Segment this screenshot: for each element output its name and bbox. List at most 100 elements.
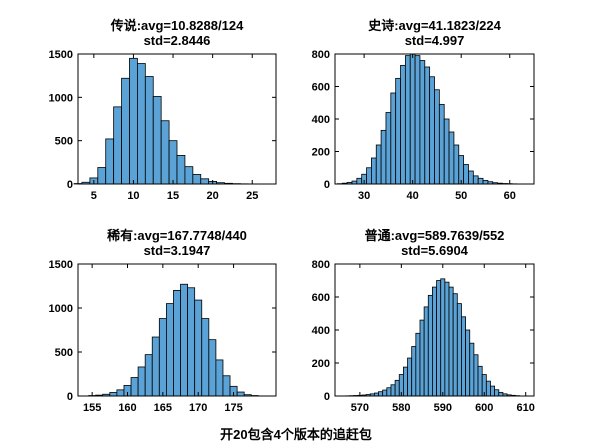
histogram-bar (477, 365, 483, 397)
y-tick-label: 1500 (49, 259, 73, 271)
histogram-common: 普通:avg=589.7639/552 std=5.6904 570 580 590… (312, 228, 535, 414)
histogram-bar (409, 53, 416, 185)
histogram-bar (144, 354, 153, 397)
x-tick-label: 570 (351, 402, 369, 414)
histogram-bar (168, 140, 178, 185)
panel-subtitle: std=3.1947 (144, 243, 211, 258)
y-tick-label: 600 (312, 292, 330, 304)
histogram-bar (452, 293, 458, 397)
histogram-bar (438, 103, 445, 185)
histogram-bar (151, 336, 160, 397)
histogram-bar (375, 144, 382, 185)
histogram-bar (453, 144, 460, 185)
histogram-bar (236, 391, 245, 397)
y-tick-label: 0 (67, 179, 73, 191)
histogram-bar (109, 392, 118, 397)
histogram-bar (498, 391, 504, 397)
y-axis: 0 500 1000 1500 (49, 49, 276, 191)
histogram-bar (176, 154, 186, 185)
histogram-bar (448, 286, 454, 397)
histogram-bar (443, 118, 450, 185)
x-tick-label: 10 (127, 190, 139, 202)
histogram-bar (200, 178, 210, 185)
histogram-bar (215, 359, 224, 397)
histogram-bar (395, 77, 401, 185)
y-tick-label: 600 (312, 82, 330, 94)
y-tick-label: 200 (312, 358, 330, 370)
histogram-bar (382, 389, 388, 397)
bars (88, 283, 259, 397)
histogram-bar (158, 318, 167, 397)
y-tick-label: 0 (324, 179, 330, 191)
axes-frame (77, 263, 277, 397)
bars (73, 57, 273, 185)
histogram-bar (144, 76, 154, 185)
histogram-bar (463, 164, 469, 185)
y-axis: 0 200 400 600 800 (312, 49, 534, 191)
histogram-bar (456, 303, 462, 397)
histogram-bar (461, 316, 466, 397)
histogram-legendary: 传说:avg=10.8288/124 std=2.8446 5 10 15 20 250… (49, 18, 277, 202)
panel-title: 史诗:avg=41.1823/224 (368, 18, 501, 33)
histogram-bar (473, 354, 479, 397)
histogram-bar (129, 57, 138, 185)
histogram-bar (440, 278, 446, 397)
panel-subtitle: std=2.8446 (144, 33, 211, 48)
y-tick-label: 0 (67, 391, 73, 403)
histogram-bar (429, 76, 435, 185)
histogram-bar (411, 346, 417, 397)
histogram-bar (419, 60, 426, 185)
histogram-bar (105, 138, 115, 185)
y-tick-label: 1000 (49, 303, 73, 315)
histogram-bar (380, 129, 387, 185)
x-tick-label: 590 (434, 402, 452, 414)
y-tick-label: 1500 (49, 49, 73, 61)
histogram-bar (130, 377, 139, 397)
x-tick-label: 20 (207, 190, 219, 202)
histogram-bar (378, 391, 384, 397)
histogram-bar (458, 155, 465, 185)
x-tick-label: 165 (154, 402, 172, 414)
histogram-bar (414, 55, 421, 185)
x-tick-label: 60 (504, 190, 516, 202)
x-tick-label: 40 (407, 190, 419, 202)
histogram-bar (448, 131, 455, 185)
histogram-bar (222, 375, 231, 397)
histogram-bar (386, 387, 392, 397)
histogram-bar (385, 112, 392, 185)
histogram-bar (116, 389, 125, 397)
panel-subtitle: std=5.6904 (401, 243, 469, 258)
panel-subtitle: std=4.997 (405, 33, 465, 48)
histogram-bar (419, 319, 425, 397)
histogram-bar (180, 283, 189, 397)
histogram-bar (366, 167, 372, 185)
y-tick-label: 800 (312, 49, 330, 61)
histogram-bar (427, 294, 433, 397)
histogram-bar (424, 66, 431, 185)
histogram-bar (187, 287, 196, 397)
histogram-bar (415, 332, 421, 397)
x-tick-label: 25 (246, 190, 258, 202)
histogram-epic: 史诗:avg=41.1823/224 std=4.997 30 40 50 60020… (312, 18, 535, 202)
histogram-bar (121, 77, 130, 185)
axes-frame (77, 53, 277, 185)
x-tick-label: 170 (189, 402, 207, 414)
histogram-bar (407, 357, 413, 397)
y-tick-label: 1000 (49, 92, 73, 104)
panel-title: 稀有:avg=167.7748/440 (107, 228, 247, 243)
histogram-bar (152, 96, 162, 185)
histogram-bar (403, 366, 408, 397)
histogram-bar (434, 89, 440, 185)
histogram-bar (371, 157, 377, 185)
histogram-bar (468, 170, 474, 185)
histogram-bar (472, 175, 479, 185)
histogram-bar (432, 286, 437, 397)
histogram-bar (390, 384, 396, 397)
histogram-bar (208, 339, 217, 397)
bars (337, 53, 518, 185)
histogram-bar (482, 180, 489, 185)
y-axis: 0 500 1000 1500 (49, 259, 276, 403)
y-tick-label: 200 (312, 147, 330, 159)
y-tick-label: 500 (55, 136, 73, 148)
